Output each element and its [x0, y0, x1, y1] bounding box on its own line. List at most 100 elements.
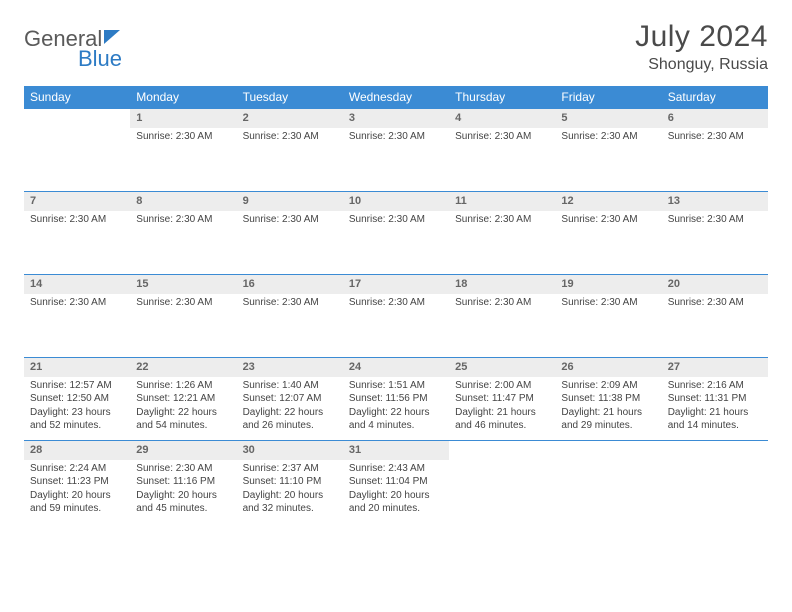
day-number: 11: [449, 192, 555, 211]
day-number: [662, 441, 768, 459]
day-number: 4: [449, 109, 555, 128]
day-number: 5: [555, 109, 661, 128]
calendar-cell: 1Sunrise: 2:30 AM: [130, 109, 236, 191]
day-number: 22: [130, 358, 236, 377]
detail-line: Sunrise: 1:51 AM: [349, 379, 443, 393]
detail-line: Sunrise: 2:09 AM: [561, 379, 655, 393]
calendar-cell: 22Sunrise: 1:26 AMSunset: 12:21 AMDaylig…: [130, 358, 236, 440]
detail-line: Daylight: 22 hours and 26 minutes.: [243, 406, 337, 433]
brand-triangle-icon: [104, 30, 120, 44]
detail-line: Sunrise: 2:43 AM: [349, 462, 443, 476]
detail-line: Sunset: 11:10 PM: [243, 475, 337, 489]
day-header-mon: Monday: [130, 86, 236, 108]
day-detail: Sunrise: 2:30 AM: [343, 294, 449, 314]
day-detail: Sunrise: 2:30 AM: [24, 294, 130, 314]
calendar-cell: 7Sunrise: 2:30 AM: [24, 192, 130, 274]
detail-line: Daylight: 23 hours and 52 minutes.: [30, 406, 124, 433]
detail-line: Daylight: 21 hours and 29 minutes.: [561, 406, 655, 433]
day-number: 14: [24, 275, 130, 294]
calendar-cell: 19Sunrise: 2:30 AM: [555, 275, 661, 357]
day-detail: Sunrise: 2:30 AM: [237, 294, 343, 314]
calendar-cell: 13 Sunrise: 2:30 AM: [662, 192, 768, 274]
detail-line: Sunset: 12:07 AM: [243, 392, 337, 406]
calendar-cell: 27Sunrise: 2:16 AMSunset: 11:31 PMDaylig…: [662, 358, 768, 440]
day-detail: Sunrise: 2:30 AM: [130, 294, 236, 314]
day-number: 16: [237, 275, 343, 294]
detail-line: Daylight: 22 hours and 4 minutes.: [349, 406, 443, 433]
day-number: 13: [662, 192, 768, 211]
day-detail: Sunrise: 2:30 AM: [555, 128, 661, 148]
detail-line: Sunrise: 2:30 AM: [349, 296, 443, 310]
detail-line: Sunrise: 2:37 AM: [243, 462, 337, 476]
location: Shonguy, Russia: [635, 56, 768, 74]
day-number: 29: [130, 441, 236, 460]
day-detail: Sunrise: 2:30 AM: [662, 211, 768, 231]
day-number: 6: [662, 109, 768, 128]
day-number: 2: [237, 109, 343, 128]
day-header-thu: Thursday: [449, 86, 555, 108]
calendar-cell: [449, 441, 555, 523]
detail-line: Sunset: 11:38 PM: [561, 392, 655, 406]
detail-line: Sunrise: 2:30 AM: [561, 213, 655, 227]
detail-line: Sunrise: 2:30 AM: [668, 213, 762, 227]
weeks-container: 1Sunrise: 2:30 AM2Sunrise: 2:30 AM3Sunri…: [24, 108, 768, 523]
detail-line: Sunrise: 2:30 AM: [136, 213, 230, 227]
brand-logo: GeneralBlue: [24, 20, 122, 72]
calendar-cell: 25Sunrise: 2:00 AMSunset: 11:47 PMDaylig…: [449, 358, 555, 440]
day-detail: Sunrise: 2:09 AMSunset: 11:38 PMDaylight…: [555, 377, 661, 437]
calendar-cell: 2 Sunrise: 2:30 AM: [237, 109, 343, 191]
detail-line: Sunrise: 2:30 AM: [243, 213, 337, 227]
day-number: [24, 109, 130, 127]
detail-line: Sunrise: 2:30 AM: [30, 296, 124, 310]
day-number: 18: [449, 275, 555, 294]
calendar-cell: 6Sunrise: 2:30 AM: [662, 109, 768, 191]
day-detail: Sunrise: 2:00 AMSunset: 11:47 PMDaylight…: [449, 377, 555, 437]
detail-line: Sunrise: 2:30 AM: [349, 130, 443, 144]
day-number: 20: [662, 275, 768, 294]
detail-line: Sunset: 11:23 PM: [30, 475, 124, 489]
calendar-cell: 17 Sunrise: 2:30 AM: [343, 275, 449, 357]
detail-line: Sunrise: 2:30 AM: [243, 130, 337, 144]
day-number: 10: [343, 192, 449, 211]
week-row: 14Sunrise: 2:30 AM15Sunrise: 2:30 AM16Su…: [24, 274, 768, 357]
detail-line: Sunrise: 1:40 AM: [243, 379, 337, 393]
calendar-cell: 29Sunrise: 2:30 AMSunset: 11:16 PMDaylig…: [130, 441, 236, 523]
day-number: 31: [343, 441, 449, 460]
detail-line: Daylight: 21 hours and 14 minutes.: [668, 406, 762, 433]
day-detail: Sunrise: 2:30 AM: [237, 128, 343, 148]
calendar-cell: 3Sunrise: 2:30 AM: [343, 109, 449, 191]
day-number: 12: [555, 192, 661, 211]
calendar-cell: 28Sunrise: 2:24 AMSunset: 11:23 PMDaylig…: [24, 441, 130, 523]
calendar-cell: [555, 441, 661, 523]
day-detail: Sunrise: 2:37 AMSunset: 11:10 PMDaylight…: [237, 460, 343, 520]
week-row: 7Sunrise: 2:30 AM8Sunrise: 2:30 AM9Sunri…: [24, 191, 768, 274]
calendar-cell: 23Sunrise: 1:40 AMSunset: 12:07 AMDaylig…: [237, 358, 343, 440]
detail-line: Sunrise: 2:24 AM: [30, 462, 124, 476]
day-detail: Sunrise: 12:57 AMSunset: 12:50 AMDayligh…: [24, 377, 130, 437]
day-number: 30: [237, 441, 343, 460]
day-number: 26: [555, 358, 661, 377]
detail-line: Sunrise: 2:30 AM: [561, 296, 655, 310]
day-number: [449, 441, 555, 459]
day-number: 17: [343, 275, 449, 294]
day-detail: Sunrise: 2:24 AMSunset: 11:23 PMDaylight…: [24, 460, 130, 520]
detail-line: Sunrise: 1:26 AM: [136, 379, 230, 393]
day-detail: Sunrise: 2:30 AM: [555, 294, 661, 314]
detail-line: Daylight: 21 hours and 46 minutes.: [455, 406, 549, 433]
day-header-row: Sunday Monday Tuesday Wednesday Thursday…: [24, 86, 768, 108]
detail-line: Sunset: 12:21 AM: [136, 392, 230, 406]
calendar-cell: 9 Sunrise: 2:30 AM: [237, 192, 343, 274]
calendar-cell: 12 Sunrise: 2:30 AM: [555, 192, 661, 274]
day-number: 24: [343, 358, 449, 377]
detail-line: Daylight: 20 hours and 32 minutes.: [243, 489, 337, 516]
day-number: 9: [237, 192, 343, 211]
detail-line: Sunrise: 2:30 AM: [561, 130, 655, 144]
calendar: Sunday Monday Tuesday Wednesday Thursday…: [24, 86, 768, 523]
day-number: 25: [449, 358, 555, 377]
calendar-cell: 16Sunrise: 2:30 AM: [237, 275, 343, 357]
detail-line: Sunrise: 2:00 AM: [455, 379, 549, 393]
day-detail: Sunrise: 2:30 AM: [555, 211, 661, 231]
detail-line: Sunrise: 2:30 AM: [455, 130, 549, 144]
day-detail: Sunrise: 1:26 AMSunset: 12:21 AMDaylight…: [130, 377, 236, 437]
detail-line: Sunrise: 2:16 AM: [668, 379, 762, 393]
